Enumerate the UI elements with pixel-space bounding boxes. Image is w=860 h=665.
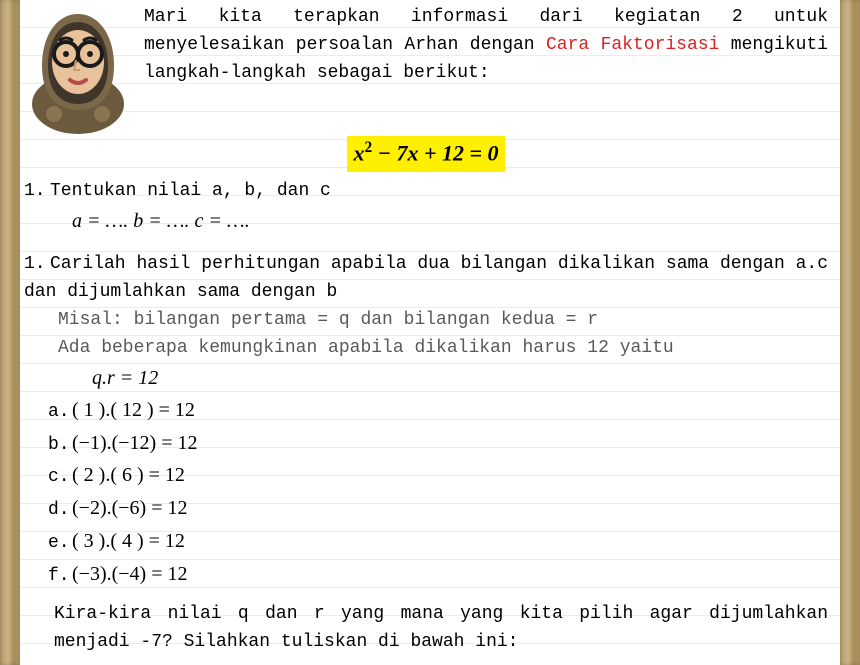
choice-math: (−2).(−6) = 12 bbox=[72, 497, 187, 519]
choice-label: a. bbox=[48, 398, 72, 427]
choice-row: b.(−1).(−12) = 12 bbox=[48, 427, 828, 460]
step-1-abc: a = …. b = …. c = …. bbox=[24, 206, 828, 237]
step-2-line1: Carilah hasil perhitungan apabila dua bi… bbox=[24, 254, 828, 302]
step-2-sub: Misal: bilangan pertama = q dan bilangan… bbox=[24, 307, 828, 363]
choice-math: (−3).(−4) = 12 bbox=[72, 563, 187, 585]
choice-row: a.( 1 ).( 12 ) = 12 bbox=[48, 394, 828, 427]
steps-list: 1.Tentukan nilai a, b, dan c a = …. b = … bbox=[24, 178, 828, 665]
choice-math: (−1).(−12) = 12 bbox=[72, 432, 197, 454]
intro-red-phrase: Cara Faktorisasi bbox=[546, 35, 719, 55]
choice-label: b. bbox=[48, 431, 72, 460]
choice-list: a.( 1 ).( 12 ) = 12b.(−1).(−12) = 12c.( … bbox=[24, 394, 828, 591]
choice-row: f.(−3).(−4) = 12 bbox=[48, 558, 828, 591]
left-border-strip bbox=[0, 0, 20, 665]
avatar-image bbox=[24, 4, 132, 134]
choice-label: c. bbox=[48, 463, 72, 492]
choice-label: d. bbox=[48, 496, 72, 525]
page-content: Mari kita terapkan informasi dari kegiat… bbox=[0, 0, 860, 665]
step-1-text: Tentukan nilai a, b, dan c bbox=[50, 181, 331, 201]
right-border-strip bbox=[840, 0, 860, 665]
choice-row: e.( 3 ).( 4 ) = 12 bbox=[48, 525, 828, 558]
step-2: 1.Carilah hasil perhitungan apabila dua … bbox=[24, 251, 828, 665]
choice-row: c.( 2 ).( 6 ) = 12 bbox=[48, 459, 828, 492]
step-2-qr: q.r = 12 bbox=[24, 363, 828, 394]
main-equation: x2 − 7x + 12 = 0 bbox=[347, 136, 504, 172]
main-equation-wrap: x2 − 7x + 12 = 0 bbox=[24, 136, 828, 172]
step-2-ada: Ada beberapa kemungkinan apabila dikalik… bbox=[58, 335, 828, 363]
choice-math: ( 1 ).( 12 ) = 12 bbox=[72, 399, 195, 421]
choice-math: ( 3 ).( 4 ) = 12 bbox=[72, 530, 185, 552]
step-2-misal: Misal: bilangan pertama = q dan bilangan… bbox=[58, 307, 828, 335]
choice-math: ( 2 ).( 6 ) = 12 bbox=[72, 464, 185, 486]
choice-label: e. bbox=[48, 529, 72, 558]
intro-paragraph: Mari kita terapkan informasi dari kegiat… bbox=[144, 4, 828, 88]
choice-label: f. bbox=[48, 562, 72, 591]
step-1-number: 1. bbox=[24, 178, 50, 206]
intro-row: Mari kita terapkan informasi dari kegiat… bbox=[24, 4, 828, 134]
step-2-number: 1. bbox=[24, 251, 50, 279]
choice-row: d.(−2).(−6) = 12 bbox=[48, 492, 828, 525]
kira-paragraph: Kira-kira nilai q dan r yang mana yang k… bbox=[24, 601, 828, 657]
step-1: 1.Tentukan nilai a, b, dan c a = …. b = … bbox=[24, 178, 828, 237]
